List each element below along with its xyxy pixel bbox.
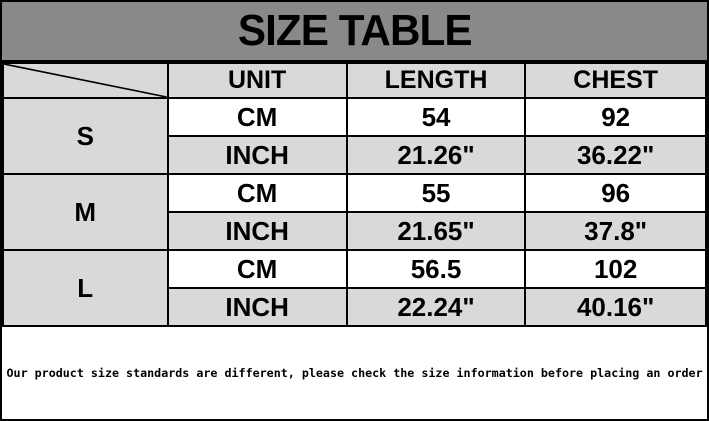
length-cell: 54 — [345, 97, 527, 137]
length-cell: 55 — [345, 173, 527, 213]
length-cell: 21.65" — [345, 211, 527, 251]
table-row: INCH 21.26" 36.22" — [3, 135, 707, 175]
table-row: INCH 22.24" 40.16" — [3, 287, 707, 327]
table-row: S CM 54 92 — [2, 97, 707, 175]
page-title: SIZE TABLE — [237, 6, 473, 55]
unit-cell: INCH — [166, 211, 348, 251]
chest-cell: 102 — [524, 249, 707, 289]
unit-cell: CM — [166, 97, 348, 137]
size-label-l: L — [2, 249, 169, 327]
chest-cell: 36.22" — [524, 135, 707, 175]
unit-cell: CM — [166, 173, 348, 213]
length-cell: 21.26" — [345, 135, 527, 175]
table-row: L CM 56.5 102 — [2, 249, 707, 327]
length-cell: 22.24" — [345, 287, 527, 327]
header-row: UNIT LENGTH CHEST — [2, 62, 707, 99]
note-text: Our product size standards are different… — [6, 366, 703, 380]
unit-cell: CM — [166, 249, 348, 289]
chest-cell: 37.8" — [524, 211, 707, 251]
table-row: M CM 55 96 — [2, 173, 707, 251]
chest-cell: 40.16" — [524, 287, 707, 327]
diagonal-cell — [2, 62, 169, 99]
size-label-m: M — [2, 173, 169, 251]
column-header-length: LENGTH — [345, 62, 527, 99]
column-header-chest: CHEST — [524, 62, 707, 99]
note-bar: Our product size standards are different… — [2, 327, 707, 419]
length-cell: 56.5 — [345, 249, 527, 289]
chest-cell: 96 — [524, 173, 707, 213]
table-row: INCH 21.65" 37.8" — [3, 211, 707, 251]
title-bar: SIZE TABLE — [2, 2, 707, 62]
column-header-unit: UNIT — [166, 62, 348, 99]
chest-cell: 92 — [524, 97, 707, 137]
diagonal-line-icon — [4, 64, 167, 97]
unit-cell: INCH — [166, 287, 348, 327]
size-label-s: S — [2, 97, 169, 175]
size-table: UNIT LENGTH CHEST S CM 54 92 INCH 21.26"… — [2, 62, 707, 327]
unit-cell: INCH — [166, 135, 348, 175]
